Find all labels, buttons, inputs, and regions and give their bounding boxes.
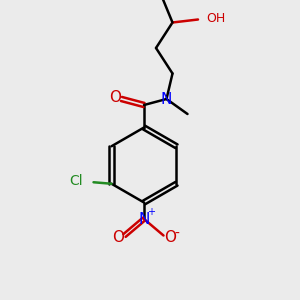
Text: O: O (109, 90, 121, 105)
Text: Cl: Cl (69, 174, 82, 188)
Text: O: O (112, 230, 124, 244)
Text: OH: OH (206, 11, 226, 25)
Text: +: + (147, 207, 154, 218)
Text: O: O (164, 230, 176, 244)
Text: N: N (138, 212, 150, 227)
Text: -: - (175, 227, 179, 241)
Text: N: N (161, 92, 172, 106)
